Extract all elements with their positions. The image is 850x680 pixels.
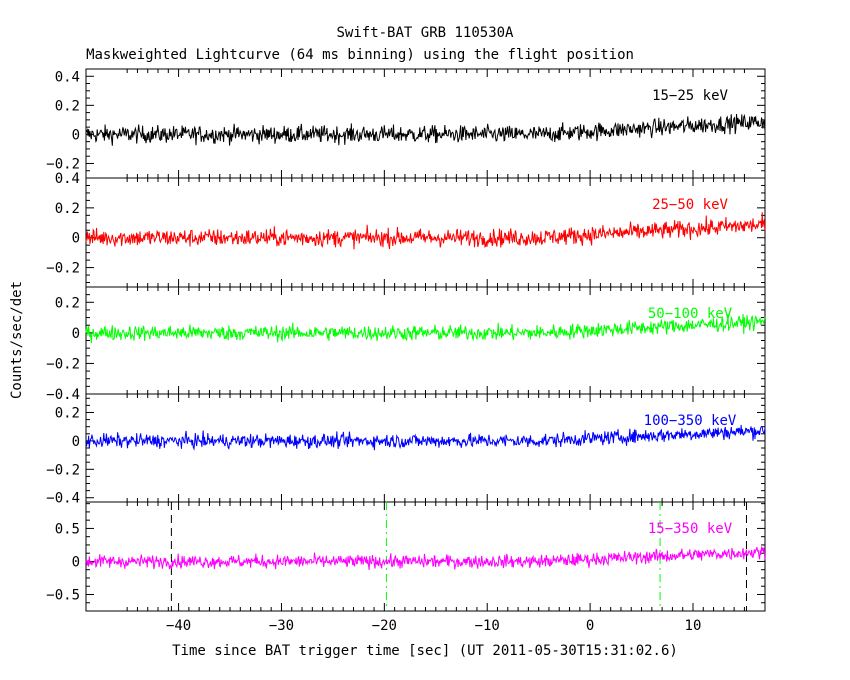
- band-label: 15−350 keV: [648, 521, 733, 537]
- panel-frame: [85, 286, 766, 395]
- y-tick-label: 0: [72, 434, 80, 450]
- y-tick-label: 0: [72, 326, 80, 342]
- series-line: [85, 546, 766, 570]
- y-tick-label: −0.2: [46, 261, 80, 277]
- y-tick-label: −0.2: [46, 156, 80, 172]
- y-tick-label: 0.4: [55, 171, 80, 187]
- panel-2: −0.4 −0.2 0 0.2 50−100 keV: [46, 286, 766, 403]
- y-tick-label: −0.2: [46, 462, 80, 478]
- band-label: 50−100 keV: [648, 306, 733, 322]
- chart-subtitle: Maskweighted Lightcurve (64 ms binning) …: [86, 47, 634, 63]
- x-tick-label: 0: [586, 618, 594, 634]
- series-line: [85, 114, 766, 146]
- y-tick-label: −0.5: [46, 587, 80, 603]
- y-tick-label: 0.2: [55, 201, 80, 217]
- panels-group: −0.2 0 0.2 0.4 15−25 keV −0.2 0 0.2 0.4 25−50 keV…: [46, 68, 766, 634]
- x-tick-label: 10: [685, 618, 702, 634]
- panel-0: −0.2 0 0.2 0.4 15−25 keV: [46, 68, 766, 179]
- band-label: 15−25 keV: [652, 88, 728, 104]
- y-tick-label: −0.4: [46, 491, 80, 507]
- y-tick-label: 0: [72, 127, 80, 143]
- y-tick-label: 0: [72, 554, 80, 570]
- panel-3: −0.4 −0.2 0 0.2 100−350 keV: [46, 393, 766, 507]
- y-tick-label: −0.2: [46, 356, 80, 372]
- y-tick-label: 0.2: [55, 405, 80, 421]
- y-tick-label: 0: [72, 231, 80, 247]
- x-tick-label: −30: [269, 618, 294, 634]
- y-tick-label: −0.4: [46, 387, 80, 403]
- series-line: [85, 424, 766, 451]
- panel-1: −0.2 0 0.2 0.4 25−50 keV: [46, 171, 766, 288]
- band-label: 100−350 keV: [644, 413, 737, 429]
- panel-4: −0.5 0 0.5 15−350 keV −40 −30 −20 −10 0 10: [46, 501, 766, 634]
- y-axis-label: Counts/sec/det: [9, 281, 25, 399]
- panel-frame: [85, 68, 766, 179]
- band-label: 25−50 keV: [652, 197, 728, 213]
- y-tick-label: 0.4: [55, 69, 80, 85]
- x-tick-label: −20: [372, 618, 397, 634]
- panel-frame: [85, 393, 766, 503]
- chart-title: Swift-BAT GRB 110530A: [336, 25, 514, 41]
- x-tick-label: −10: [475, 618, 500, 634]
- series-line: [85, 313, 766, 344]
- y-tick-label: 0.2: [55, 295, 80, 311]
- y-tick-label: 0.5: [55, 521, 80, 537]
- y-tick-label: 0.2: [55, 98, 80, 114]
- x-axis-label: Time since BAT trigger time [sec] (UT 20…: [172, 643, 678, 659]
- x-tick-label: −40: [166, 618, 191, 634]
- series-line: [85, 212, 766, 250]
